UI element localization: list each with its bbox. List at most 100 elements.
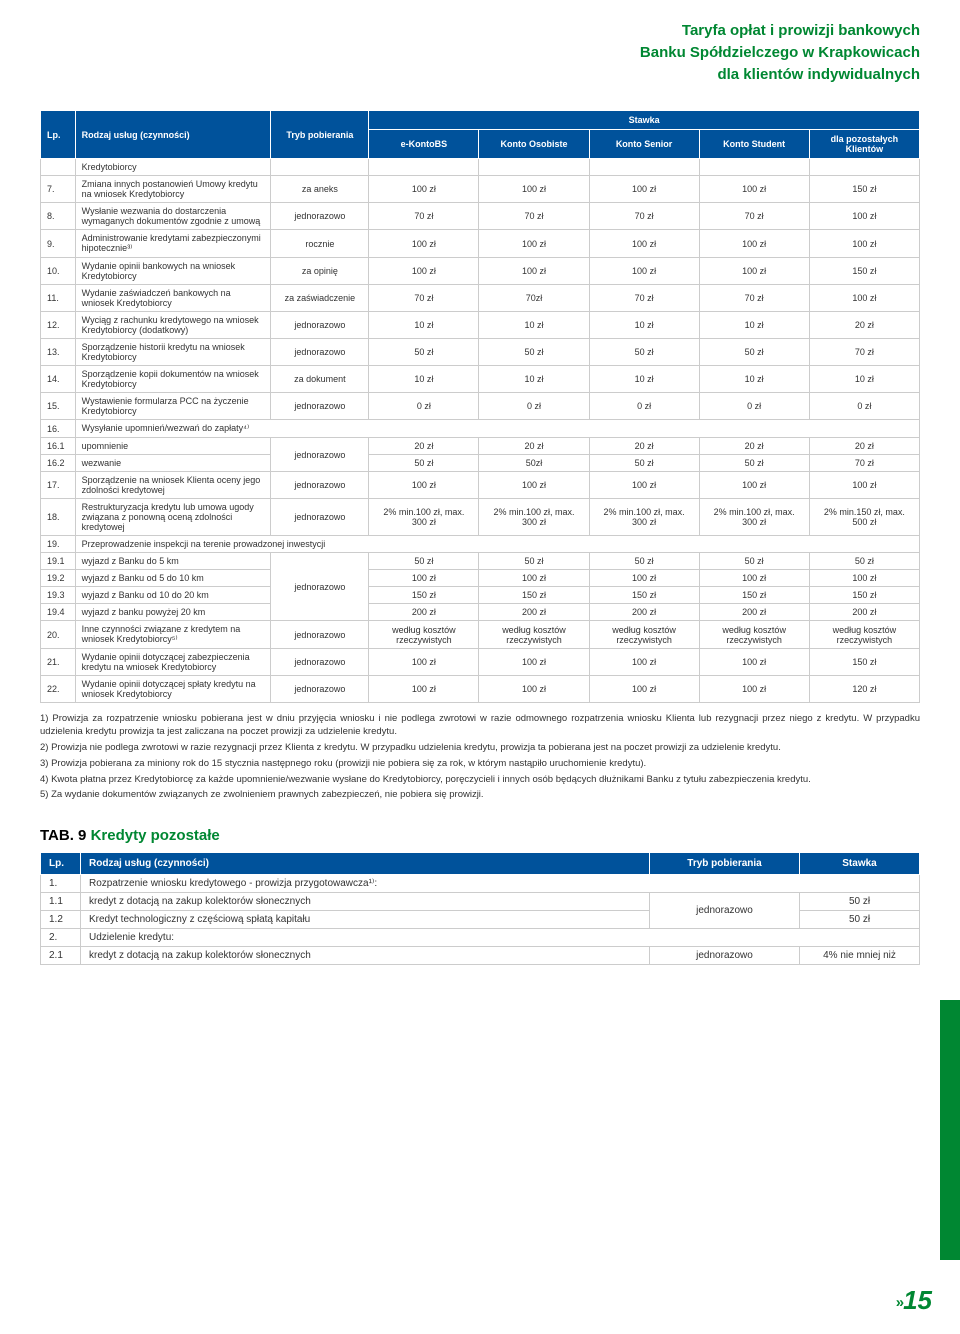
cell-tryb: jednorazowo xyxy=(271,393,369,420)
footnote-line: 2) Prowizja nie podlega zwrotowi w razie… xyxy=(40,742,920,755)
cell-value: 150 zł xyxy=(699,587,809,604)
t9-col-rodzaj: Rodzaj usług (czynności) xyxy=(81,853,650,875)
table-row: 2.1kredyt z dotacją na zakup kolektorów … xyxy=(41,947,920,965)
cell-lp: 2.1 xyxy=(41,947,81,965)
cell-value: 10 zł xyxy=(369,312,479,339)
cell-value: 100 zł xyxy=(479,649,589,676)
cell-tryb: jednorazowo xyxy=(271,203,369,230)
cell-lp: 13. xyxy=(41,339,76,366)
tab9-name: Kredyty pozostałe xyxy=(91,827,220,844)
cell-desc: Wysłanie wezwania do dostarczenia wymaga… xyxy=(75,203,271,230)
table-row: 2.Udzielenie kredytu: xyxy=(41,929,920,947)
cell-value: 100 zł xyxy=(369,649,479,676)
cell-desc: wezwanie xyxy=(75,455,271,472)
cell-value: 50 zł xyxy=(369,553,479,570)
cell-desc: kredyt z dotacją na zakup kolektorów sło… xyxy=(81,893,650,911)
cell-value: 2% min.100 zł, max. 300 zł xyxy=(369,499,479,536)
cell-lp: 19.3 xyxy=(41,587,76,604)
cell-desc: Sporządzenie kopii dokumentów na wniosek… xyxy=(75,366,271,393)
cell-value: 2% min.100 zł, max. 300 zł xyxy=(589,499,699,536)
cell-tryb: rocznie xyxy=(271,230,369,258)
table-row: 8.Wysłanie wezwania do dostarczenia wyma… xyxy=(41,203,920,230)
table-row: 19.2wyjazd z Banku od 5 do 10 km100 zł10… xyxy=(41,570,920,587)
cell-value: 100 zł xyxy=(589,676,699,703)
cell-value xyxy=(479,159,589,176)
col-ksenior: Konto Senior xyxy=(589,130,699,159)
footnote-line: 5) Za wydanie dokumentów związanych ze z… xyxy=(40,789,920,802)
cell-tryb: za opinię xyxy=(271,258,369,285)
cell-lp: 1.1 xyxy=(41,893,81,911)
table-row: 16.Wysyłanie upomnień/wezwań do zapłaty⁴… xyxy=(41,420,920,438)
cell-value: 70 zł xyxy=(699,203,809,230)
cell-value: 100 zł xyxy=(479,176,589,203)
table-row: 11.Wydanie zaświadczeń bankowych na wnio… xyxy=(41,285,920,312)
cell-value: 100 zł xyxy=(589,258,699,285)
col-stawka: Stawka xyxy=(369,111,920,130)
table-row: 17.Sporządzenie na wniosek Klienta oceny… xyxy=(41,472,920,499)
cell-value: 2% min.100 zł, max. 300 zł xyxy=(479,499,589,536)
cell-value: 70 zł xyxy=(369,285,479,312)
cell-value: 50 zł xyxy=(479,553,589,570)
cell-tryb: za aneks xyxy=(271,176,369,203)
header-line2: Banku Spółdzielczego w Krapkowicach xyxy=(40,42,920,64)
cell-value: 50zł xyxy=(479,455,589,472)
cell-value: 50 zł xyxy=(479,339,589,366)
cell-value: 0 zł xyxy=(809,393,919,420)
cell-value: 50 zł xyxy=(369,339,479,366)
cell-value: 150 zł xyxy=(809,258,919,285)
cell-value: 70 zł xyxy=(589,285,699,312)
table-row: 21.Wydanie opinii dotyczącej zabezpiecze… xyxy=(41,649,920,676)
cell-stawka: 50 zł xyxy=(800,911,920,929)
cell-desc: Inne czynności związane z kredytem na wn… xyxy=(75,621,271,649)
cell-value: 100 zł xyxy=(699,230,809,258)
table-row: 20.Inne czynności związane z kredytem na… xyxy=(41,621,920,649)
cell-desc: Zmiana innych postanowień Umowy kredytu … xyxy=(75,176,271,203)
cell-value: 200 zł xyxy=(369,604,479,621)
cell-stawka: 4% nie mniej niż xyxy=(800,947,920,965)
table-row: 15.Wystawienie formularza PCC na życzeni… xyxy=(41,393,920,420)
page-number-value: 15 xyxy=(903,1285,932,1315)
cell-lp: 9. xyxy=(41,230,76,258)
cell-value: 150 zł xyxy=(589,587,699,604)
cell-desc: Restrukturyzacja kredytu lub umowa ugody… xyxy=(75,499,271,536)
cell-lp: 17. xyxy=(41,472,76,499)
table-row: 1.Rozpatrzenie wniosku kredytowego - pro… xyxy=(41,875,920,893)
cell-value: 20 zł xyxy=(809,312,919,339)
cell-tryb: jednorazowo xyxy=(271,438,369,472)
cell-value: 70 zł xyxy=(809,339,919,366)
cell-desc: Wysyłanie upomnień/wezwań do zapłaty⁴⁾ xyxy=(75,420,919,438)
tab9-title: TAB. 9 Kredyty pozostałe xyxy=(40,827,920,844)
cell-value: 100 zł xyxy=(809,285,919,312)
cell-value: 100 zł xyxy=(809,230,919,258)
cell-desc: Udzielenie kredytu: xyxy=(81,929,920,947)
cell-lp: 19.4 xyxy=(41,604,76,621)
cell-value: 70 zł xyxy=(369,203,479,230)
cell-lp: 19.1 xyxy=(41,553,76,570)
cell-value: 150 zł xyxy=(809,176,919,203)
col-lp: Lp. xyxy=(41,111,76,159)
cell-value: 150 zł xyxy=(809,587,919,604)
col-rodzaj: Rodzaj usług (czynności) xyxy=(75,111,271,159)
cell-desc: upomnienie xyxy=(75,438,271,455)
cell-desc: Wystawienie formularza PCC na życzenie K… xyxy=(75,393,271,420)
cell-value: 100 zł xyxy=(589,176,699,203)
cell-value: 100 zł xyxy=(699,258,809,285)
cell-value: 150 zł xyxy=(479,587,589,604)
cell-value: 20 zł xyxy=(699,438,809,455)
cell-tryb: jednorazowo xyxy=(650,947,800,965)
cell-tryb: za zaświadczenie xyxy=(271,285,369,312)
cell-value: 0 zł xyxy=(369,393,479,420)
header-line3: dla klientów indywidualnych xyxy=(40,64,920,86)
cell-value: 120 zł xyxy=(809,676,919,703)
cell-value: 150 zł xyxy=(809,649,919,676)
cell-value: 100 zł xyxy=(699,472,809,499)
table-row: 12.Wyciąg z rachunku kredytowego na wnio… xyxy=(41,312,920,339)
cell-desc: wyjazd z banku powyżej 20 km xyxy=(75,604,271,621)
side-band xyxy=(940,1000,960,1260)
cell-lp: 22. xyxy=(41,676,76,703)
col-ko: Konto Osobiste xyxy=(479,130,589,159)
cell-value: 50 zł xyxy=(699,339,809,366)
cell-value: 100 zł xyxy=(369,676,479,703)
cell-desc: Rozpatrzenie wniosku kredytowego - prowi… xyxy=(81,875,920,893)
cell-lp: 10. xyxy=(41,258,76,285)
